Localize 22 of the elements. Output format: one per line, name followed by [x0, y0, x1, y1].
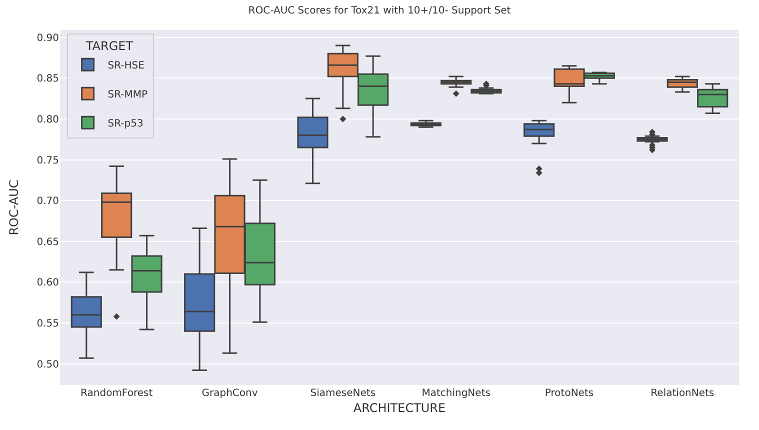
x-tick-label: RandomForest: [80, 388, 153, 399]
legend-label: SR-HSE: [108, 60, 144, 72]
y-tick-label: 0.50: [36, 359, 59, 370]
x-tick-label: MatchingNets: [422, 388, 490, 399]
x-tick-label: RelationNets: [650, 388, 714, 399]
y-tick-label: 0.70: [36, 196, 59, 208]
y-tick-label: 0.55: [36, 318, 59, 330]
chart-title: ROC-AUC Scores for Tox21 with 10+/10- Support Set: [248, 5, 511, 16]
y-tick-label: 0.85: [36, 74, 59, 85]
legend-label: SR-MMP: [108, 90, 148, 101]
y-tick-label: 0.80: [36, 114, 59, 126]
x-tick-label: SiameseNets: [310, 388, 376, 399]
legend-title: TARGET: [84, 39, 134, 54]
y-tick-label: 0.60: [36, 278, 59, 289]
x-tick-label: GraphConv: [202, 388, 258, 399]
x-axis-title: ARCHITECTURE: [353, 400, 446, 415]
x-tick-label: ProtoNets: [544, 388, 594, 399]
y-tick-label: 0.90: [36, 32, 59, 44]
y-tick-label: 0.65: [36, 236, 59, 248]
y-tick-label: 0.75: [36, 155, 59, 166]
legend-label: SR-p53: [108, 118, 144, 130]
y-axis-title: ROC-AUC: [7, 180, 22, 236]
